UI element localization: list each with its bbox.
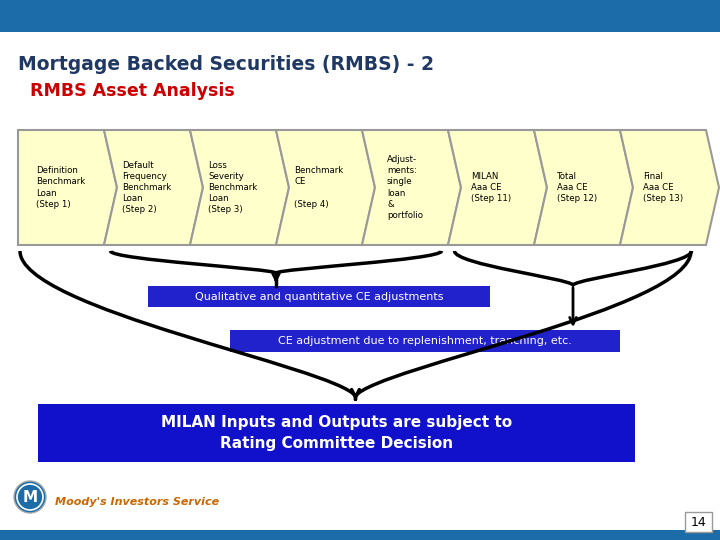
Text: Benchmark
CE

(Step 4): Benchmark CE (Step 4) <box>294 166 343 208</box>
Text: 14: 14 <box>691 516 707 529</box>
Polygon shape <box>534 130 633 245</box>
Text: Adjust-
ments:
single
loan
&
portfolio: Adjust- ments: single loan & portfolio <box>387 156 423 220</box>
Text: Total
Aaa CE
(Step 12): Total Aaa CE (Step 12) <box>557 172 597 203</box>
Polygon shape <box>448 130 547 245</box>
Text: Moody's Investors Service: Moody's Investors Service <box>55 497 219 507</box>
Polygon shape <box>620 130 719 245</box>
Polygon shape <box>362 130 461 245</box>
Text: RMBS Asset Analysis: RMBS Asset Analysis <box>30 82 235 100</box>
Polygon shape <box>104 130 203 245</box>
FancyBboxPatch shape <box>685 512 712 532</box>
Bar <box>230 330 620 352</box>
Bar <box>148 286 490 307</box>
Text: MILAN
Aaa CE
(Step 11): MILAN Aaa CE (Step 11) <box>471 172 511 203</box>
Text: CE adjustment due to replenishment, tranching, etc.: CE adjustment due to replenishment, tran… <box>278 336 572 346</box>
Bar <box>0 0 720 32</box>
Text: Definition
Benchmark
Loan
(Step 1): Definition Benchmark Loan (Step 1) <box>37 166 86 208</box>
Text: Loss
Severity
Benchmark
Loan
(Step 3): Loss Severity Benchmark Loan (Step 3) <box>208 161 258 214</box>
Polygon shape <box>276 130 375 245</box>
Text: Mortgage Backed Securities (RMBS) - 2: Mortgage Backed Securities (RMBS) - 2 <box>18 55 434 74</box>
Text: M: M <box>22 489 37 504</box>
Bar <box>0 530 720 540</box>
Text: Final
Aaa CE
(Step 13): Final Aaa CE (Step 13) <box>643 172 683 203</box>
Polygon shape <box>18 130 117 245</box>
Text: MILAN Inputs and Outputs are subject to
Rating Committee Decision: MILAN Inputs and Outputs are subject to … <box>161 415 512 451</box>
Text: Default
Frequency
Benchmark
Loan
(Step 2): Default Frequency Benchmark Loan (Step 2… <box>122 161 171 214</box>
Polygon shape <box>190 130 289 245</box>
Bar <box>38 404 635 462</box>
Circle shape <box>14 481 46 513</box>
Text: Qualitative and quantitative CE adjustments: Qualitative and quantitative CE adjustme… <box>194 292 444 301</box>
